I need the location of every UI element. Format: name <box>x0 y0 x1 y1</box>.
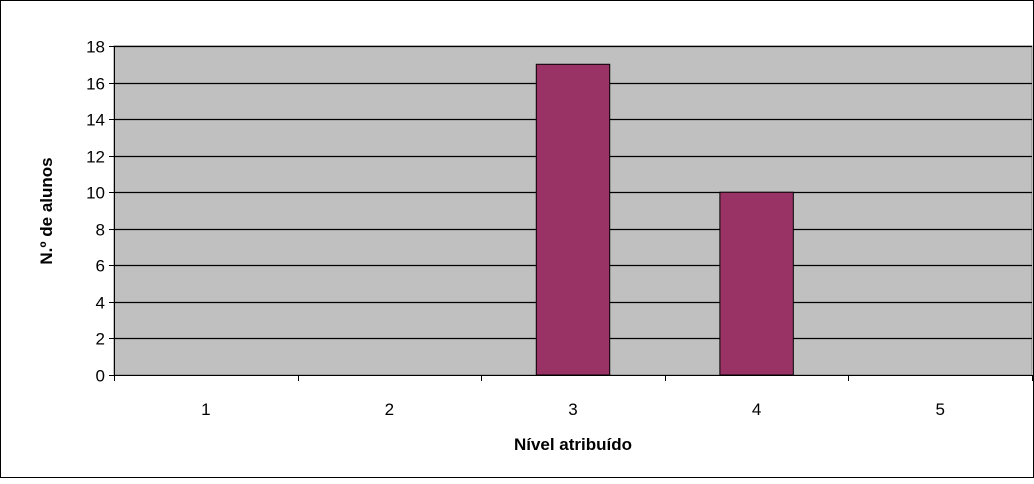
y-tick-label: 4 <box>96 294 105 313</box>
y-tick-label: 0 <box>96 367 105 386</box>
y-tick-label: 16 <box>86 75 105 94</box>
x-tick-label: 1 <box>201 400 210 419</box>
y-tick-label: 8 <box>96 221 105 240</box>
x-tick-label: 3 <box>568 400 577 419</box>
x-tick-label: 5 <box>935 400 944 419</box>
y-axis-tick-labels: 0 2 4 6 8 10 12 14 16 18 <box>86 38 105 386</box>
x-axis-tick-labels: 1 2 3 4 5 <box>201 400 945 419</box>
bar-3 <box>535 63 611 376</box>
x-axis-label: Nível atribuído <box>514 435 632 454</box>
y-tick-label: 6 <box>96 257 105 276</box>
y-tick-label: 14 <box>86 111 105 130</box>
y-tick-label: 2 <box>96 330 105 349</box>
y-tick-label: 12 <box>86 148 105 167</box>
y-axis-label: N.º de alunos <box>37 157 56 264</box>
x-tick-label: 2 <box>385 400 394 419</box>
y-tick-label: 18 <box>86 38 105 57</box>
axes <box>109 46 1033 381</box>
x-tick-label: 4 <box>752 400 761 419</box>
bars <box>535 63 794 376</box>
y-tick-label: 10 <box>86 184 105 203</box>
bar-4 <box>719 191 794 376</box>
